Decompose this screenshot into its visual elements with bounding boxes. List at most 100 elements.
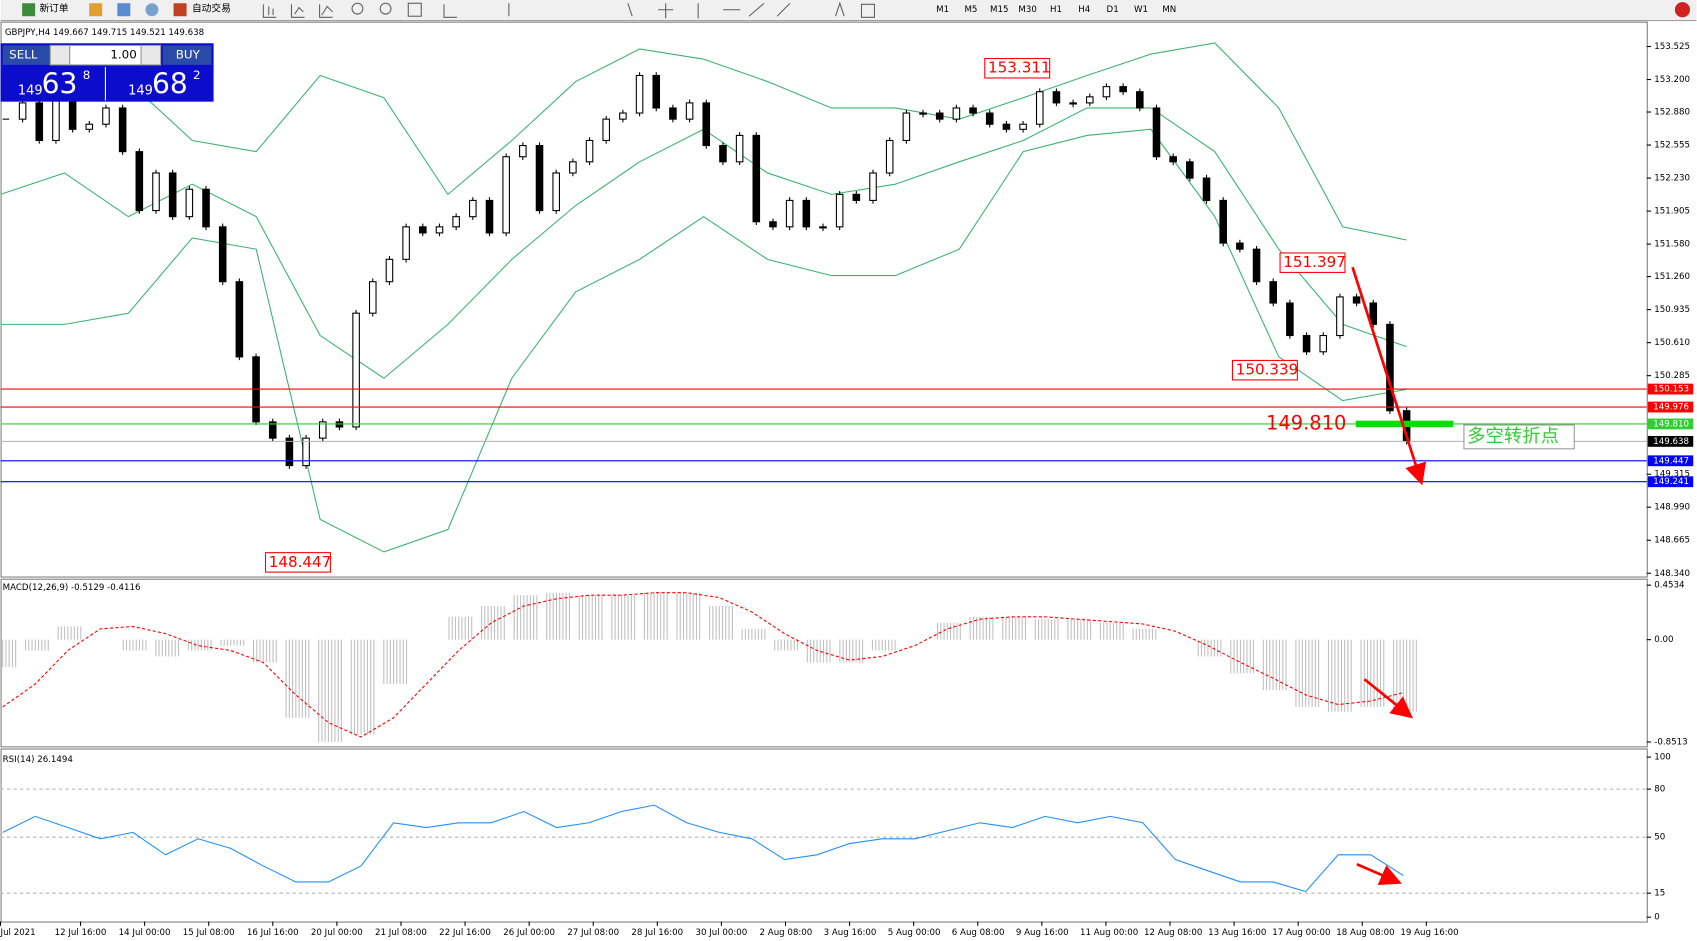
x-tick-label: 14 Jul 00:00 [119,928,171,938]
y-tick-label: 149.315 [1654,470,1690,480]
buy-label[interactable]: BUY [176,48,201,62]
candle [1219,199,1227,244]
candle [569,161,577,174]
sell-price-big[interactable]: 149 [18,83,43,98]
candle [368,281,377,314]
candle [285,437,294,467]
candle [1386,323,1394,412]
icon [173,3,187,17]
x-tick-label: 9 Aug 16:00 [1016,928,1069,938]
buy-price-frac[interactable]: 2 [193,68,201,82]
timeframe-button[interactable]: M5 [964,5,977,15]
macd-frame [0,578,1648,748]
candle [1269,281,1277,304]
x-tick-label: 12 Jul 16:00 [55,928,107,938]
price-annotation-box [1231,359,1298,381]
buy-price-big[interactable]: 149 [128,83,153,98]
y-tick-label: 0.4534 [1654,581,1685,591]
bollinger-band [0,128,1407,553]
timeframe-button[interactable]: W1 [1134,5,1148,15]
candle [652,74,661,109]
candle [18,102,27,120]
icon [145,3,159,17]
candle [302,437,310,467]
y-tick-label: 151.260 [1654,272,1690,282]
price-tag-label: 149.447 [1653,456,1689,466]
candle [685,102,694,120]
candle [502,156,510,234]
buy-button[interactable] [162,45,212,65]
bollinger-band [0,42,1407,241]
sell-price-frac[interactable]: 8 [83,68,91,82]
sell-button[interactable] [2,45,51,65]
price-tag [1647,476,1694,488]
candle [35,102,44,142]
y-tick-label: 100 [1654,753,1671,763]
candle [1302,334,1311,353]
candle [135,151,144,212]
timeframe-button[interactable]: M15 [990,5,1008,15]
timeframe-button[interactable]: H1 [1050,5,1062,15]
candle [218,226,227,283]
candle [1119,86,1127,93]
candle [835,193,844,228]
price-annotation-box [984,57,1051,79]
candle [1236,242,1244,250]
price-annotation: 150.339 [1236,361,1299,379]
candle [702,102,711,147]
candle [852,193,861,201]
rsi-info: RSI(14) 26.1494 [3,755,74,765]
x-tick-label: 21 Jul 08:00 [375,928,427,938]
candle [1136,91,1144,109]
auto-trading-button[interactable]: 自动交易 [192,2,231,15]
y-tick-label: 151.580 [1654,240,1690,250]
candle [735,134,744,163]
buy-price-pips[interactable]: 68 [152,67,188,100]
key-level-label: 149.810 [1266,411,1346,434]
x-tick-label: 27 Jul 08:00 [567,928,619,938]
candle [419,226,427,234]
price-annotation: 153.311 [988,59,1051,77]
candle [152,172,160,212]
candle [752,134,761,223]
new-order-button[interactable]: 新订单 [39,2,68,15]
price-tag [1647,383,1694,395]
key-level-note-box [1463,424,1575,450]
timeframe-button[interactable]: M30 [1018,5,1036,15]
lot-down[interactable] [49,44,71,66]
candle [1369,302,1378,325]
price-annotation-box [1279,252,1346,273]
candle [1336,296,1344,337]
price-tag-label: 149.241 [1653,477,1689,487]
lot-up[interactable] [140,44,162,66]
rsi-line [2,804,1404,893]
candle [585,139,594,163]
sell-label[interactable]: SELL [9,48,38,62]
candle [785,199,794,228]
candle [919,112,927,115]
x-tick-label: 2 Aug 08:00 [760,928,813,938]
candle [869,172,877,201]
candle [1052,91,1061,104]
candle [802,199,811,228]
candle [1002,123,1011,130]
icon [117,3,131,17]
candle [985,112,994,125]
y-tick-label: 150.610 [1654,338,1690,348]
lot-value[interactable]: 1.00 [110,48,136,62]
sell-price-pips[interactable]: 63 [42,67,78,100]
price-tag-label: 150.153 [1653,385,1689,395]
timeframe-button[interactable]: M1 [936,5,949,15]
y-tick-label: 15 [1654,889,1665,899]
x-tick-label: 28 Jul 16:00 [631,928,683,938]
candle [1102,86,1111,98]
y-tick-label: 153.525 [1654,42,1690,52]
price-annotation: 148.447 [269,553,332,571]
x-tick-label: 19 Aug 16:00 [1400,928,1458,938]
timeframe-button[interactable]: H4 [1078,5,1090,15]
timeframe-button[interactable]: MN [1162,5,1176,15]
timeframe-button[interactable]: D1 [1107,5,1119,15]
x-tick-label: 30 Jul 00:00 [695,928,747,938]
candle [268,421,277,439]
